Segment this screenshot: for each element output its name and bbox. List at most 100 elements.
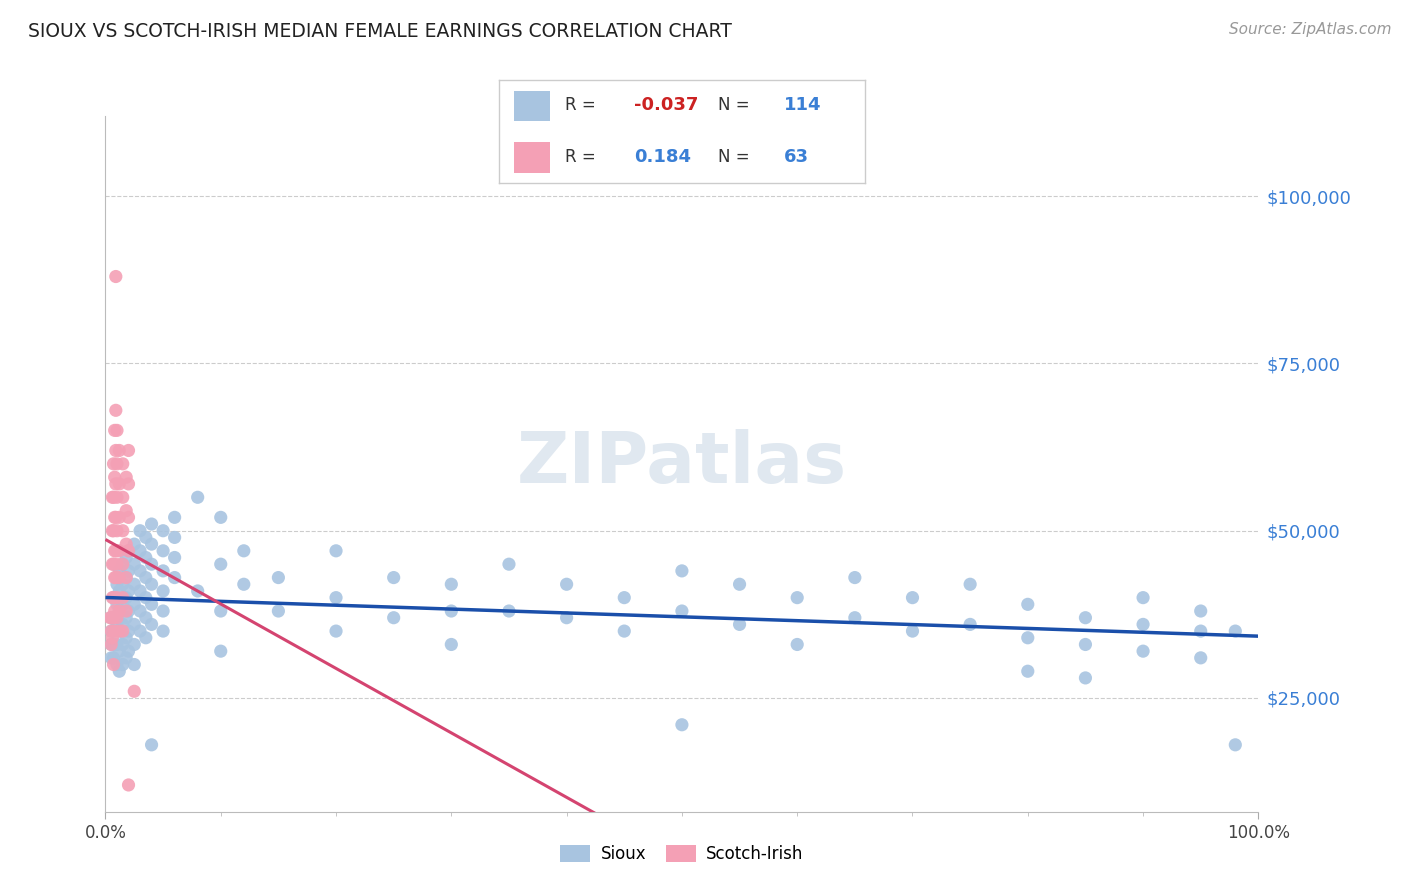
Point: [1225, 624, 1247, 639]
Point: [104, 443, 127, 458]
Point: [115, 503, 138, 517]
Point: [844, 610, 866, 624]
Point: [325, 591, 347, 605]
Point: [209, 557, 232, 572]
Point: [555, 610, 578, 624]
Point: [101, 524, 124, 538]
Point: [103, 491, 125, 505]
Point: [1189, 604, 1212, 618]
Point: [959, 617, 981, 632]
Point: [108, 510, 131, 524]
Point: [124, 598, 146, 612]
Point: [103, 637, 125, 651]
Point: [382, 610, 405, 624]
Point: [100, 610, 122, 624]
Point: [100, 637, 122, 651]
Point: [101, 591, 124, 605]
Point: [671, 604, 693, 618]
Point: [111, 598, 134, 612]
Point: [124, 684, 146, 698]
Point: [440, 604, 463, 618]
Point: [103, 591, 125, 605]
Text: R =: R =: [565, 96, 600, 114]
Point: [101, 557, 124, 572]
Point: [135, 550, 157, 565]
Point: [959, 577, 981, 591]
Point: [124, 577, 146, 591]
Point: [152, 564, 174, 578]
Point: [115, 550, 138, 565]
Point: [117, 443, 139, 458]
Point: [141, 738, 163, 752]
Point: [105, 591, 128, 605]
Point: [105, 577, 128, 591]
Point: [115, 571, 138, 585]
Point: [124, 637, 146, 651]
Point: [108, 624, 131, 639]
Point: [124, 617, 146, 632]
Point: [105, 524, 128, 538]
Point: [111, 557, 134, 572]
Point: [111, 617, 134, 632]
FancyBboxPatch shape: [513, 142, 550, 173]
Point: [129, 584, 152, 599]
Point: [105, 457, 128, 471]
Point: [124, 537, 146, 551]
Point: [115, 604, 138, 618]
Point: [115, 610, 138, 624]
Point: [232, 543, 254, 558]
Point: [728, 617, 751, 632]
Point: [555, 577, 578, 591]
Point: [105, 657, 128, 672]
Point: [1189, 651, 1212, 665]
Point: [786, 637, 808, 651]
Point: [129, 524, 152, 538]
Point: [671, 564, 693, 578]
Text: N =: N =: [718, 96, 755, 114]
Point: [98, 610, 121, 624]
Point: [1074, 671, 1097, 685]
Point: [209, 510, 232, 524]
Point: [117, 624, 139, 639]
Point: [152, 584, 174, 599]
Text: ZIPatlas: ZIPatlas: [517, 429, 846, 499]
Point: [108, 564, 131, 578]
Point: [101, 610, 124, 624]
Point: [1017, 664, 1039, 679]
Point: [111, 524, 134, 538]
Point: [103, 591, 125, 605]
Point: [901, 624, 924, 639]
Point: [1225, 738, 1247, 752]
Point: [135, 571, 157, 585]
Text: 63: 63: [785, 148, 810, 166]
Point: [135, 530, 157, 544]
Point: [129, 624, 152, 639]
Point: [103, 610, 125, 624]
Point: [111, 577, 134, 591]
Text: 114: 114: [785, 96, 821, 114]
Point: [104, 476, 127, 491]
Point: [104, 510, 127, 524]
Point: [103, 457, 125, 471]
Point: [141, 598, 163, 612]
Point: [187, 584, 209, 599]
Point: [141, 517, 163, 532]
Point: [111, 557, 134, 572]
Point: [141, 577, 163, 591]
Point: [115, 537, 138, 551]
Point: [671, 717, 693, 731]
Point: [100, 637, 122, 651]
Point: [498, 557, 520, 572]
Point: [103, 610, 125, 624]
Point: [117, 476, 139, 491]
Point: [104, 624, 127, 639]
Point: [115, 591, 138, 605]
Point: [104, 403, 127, 417]
Point: [117, 510, 139, 524]
Point: [1189, 624, 1212, 639]
Point: [117, 604, 139, 618]
Point: [440, 577, 463, 591]
Point: [152, 604, 174, 618]
Point: [267, 604, 290, 618]
Point: [111, 624, 134, 639]
